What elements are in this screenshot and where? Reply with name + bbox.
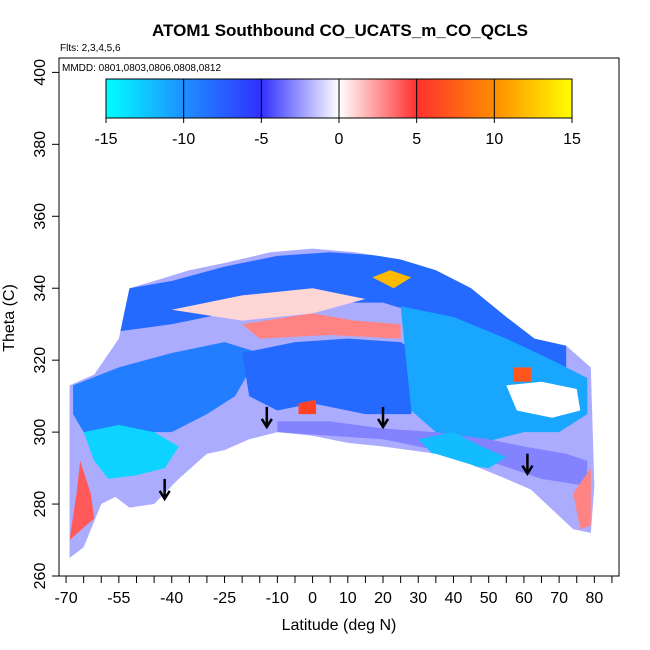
x-axis: -70 -55 -40 -25 -10 0 10 20 30 40 50 60 70 80 (54, 576, 613, 607)
colorbar-tick-label: -10 (172, 131, 195, 148)
colorbar: -15 -10 -5 0 5 10 15 (94, 78, 581, 148)
x-tick-label: 40 (445, 590, 463, 607)
x-tick-label: 70 (550, 590, 568, 607)
region-right-red-dots (513, 367, 531, 382)
colorbar-tick-label: 5 (412, 131, 421, 148)
flights-note: Flts: 2,3,4,5,6 (60, 43, 121, 54)
x-tick-label: 20 (374, 590, 392, 607)
x-tick-label: 60 (515, 590, 533, 607)
x-tick-label: -40 (160, 590, 183, 607)
region-orange-hotspot (372, 270, 412, 289)
chart-title: ATOM1 Southbound CO_UCATS_m_CO_QCLS (152, 21, 528, 40)
x-tick-label: 80 (585, 590, 603, 607)
y-tick-label: 360 (32, 203, 49, 230)
region-left-lower-cyan (83, 424, 179, 479)
colorbar-tick-label: -15 (94, 131, 117, 148)
x-tick-label: 10 (339, 590, 357, 607)
plot-frame (58, 57, 620, 577)
y-tick-label: 280 (32, 491, 49, 518)
region-mid-center-blue (242, 338, 419, 415)
region-right-white-patch (506, 381, 581, 418)
region-small-red-spot (298, 399, 317, 415)
region-right-red-edge (573, 468, 591, 530)
region-white-streak-upper (171, 288, 366, 321)
y-axis: 260 280 300 320 340 360 380 400 (32, 59, 59, 589)
x-tick-label: 50 (480, 590, 498, 607)
y-tick-label: 320 (32, 347, 49, 374)
colorbar-tick-label: 15 (563, 131, 581, 148)
y-axis-label: Theta (C) (1, 284, 18, 352)
colorbar-tick-label: -5 (254, 131, 268, 148)
x-tick-label: -25 (213, 590, 236, 607)
region-red-streak (242, 313, 401, 339)
arrow-layer (158, 406, 534, 502)
y-tick-label: 300 (32, 419, 49, 446)
x-tick-label: -70 (54, 590, 77, 607)
colorbar-tick-label: 10 (485, 131, 503, 148)
region-right-lower-cyan (418, 432, 507, 469)
region-mid-left-blue (73, 342, 260, 433)
x-tick-label: 30 (409, 590, 427, 607)
x-tick-label: -10 (266, 590, 289, 607)
x-tick-label: -55 (107, 590, 130, 607)
colorbar-ticks: -15 -10 -5 0 5 10 15 (94, 79, 581, 148)
y-tick-label: 340 (32, 275, 49, 302)
region-light-band (277, 421, 588, 487)
y-tick-label: 380 (32, 131, 49, 158)
x-tick-label: 0 (308, 590, 317, 607)
y-tick-label: 260 (32, 563, 49, 590)
arrow-marker (521, 453, 534, 477)
date-note: MMDD: 0801,0803,0806,0808,0812 (62, 63, 221, 74)
region-left-red-edge (69, 460, 95, 541)
y-tick-label: 400 (32, 59, 49, 86)
arrow-marker (158, 478, 171, 502)
x-axis-label: Latitude (deg N) (282, 617, 397, 634)
region-upper-band (118, 252, 567, 368)
arrow-marker (260, 406, 273, 430)
arrow-marker (376, 406, 390, 430)
colorbar-tick-label: 0 (335, 131, 344, 148)
